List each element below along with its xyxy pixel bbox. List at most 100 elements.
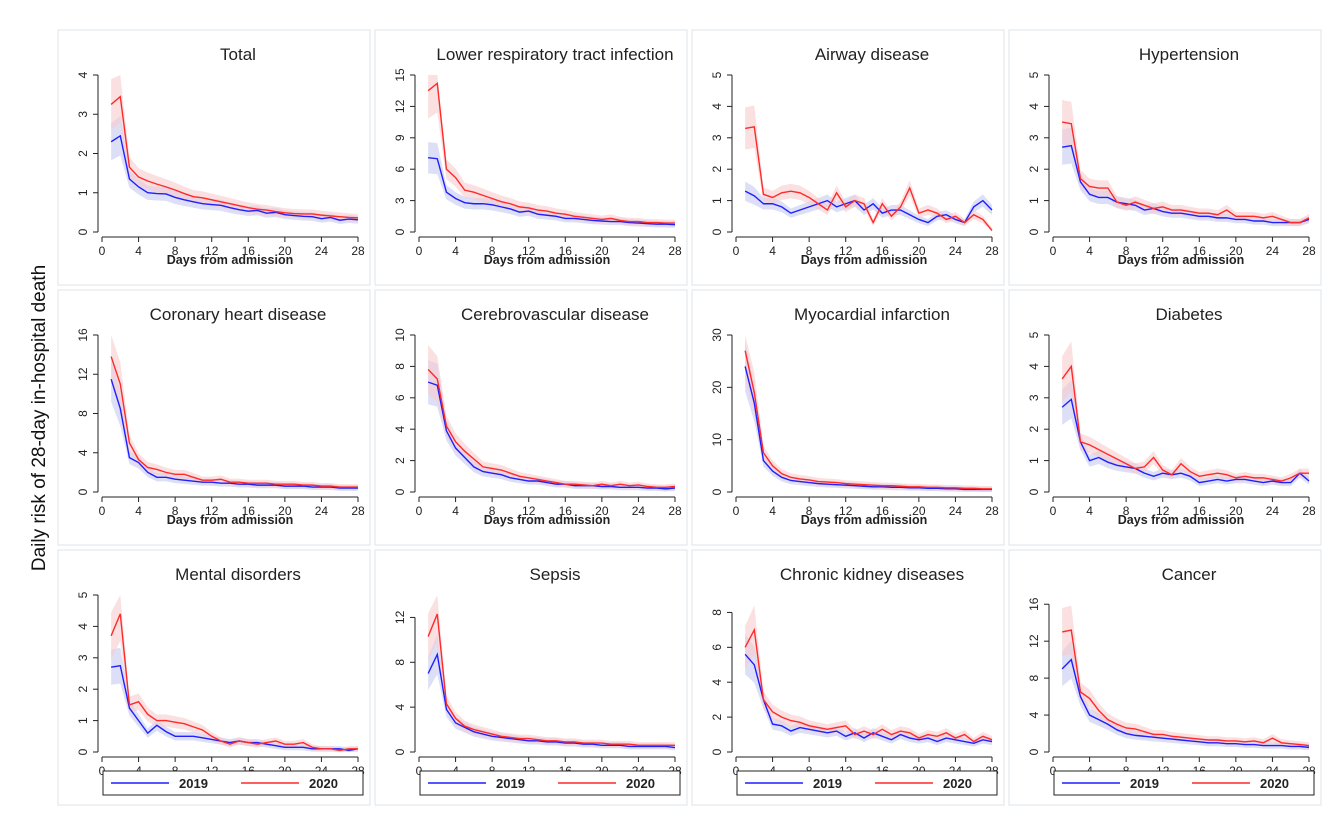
y-tick-label: 30 [710,328,724,342]
panel-frame [57,29,371,286]
y-tick-label: 4 [710,679,724,686]
y-tick-label: 0 [76,488,90,495]
y-tick-label: 8 [393,363,407,370]
y-tick-label: 10 [393,328,407,342]
y-tick-label: 9 [393,134,407,141]
panel-title: Cancer [1162,565,1217,584]
x-tick-label: 8 [489,244,496,258]
series-line-2019 [111,664,359,752]
x-tick-label: 0 [1050,504,1057,518]
legend-label-2020: 2020 [943,776,972,791]
x-tick-label: 16 [1193,244,1207,258]
x-tick-label: 0 [733,764,740,778]
y-tick-label: 0 [1027,488,1041,495]
panel-11: Chronic kidney diseases02468048121620242… [691,549,1005,806]
y-tick-label: 0 [76,228,90,235]
x-tick-label: 16 [559,504,573,518]
panel-frame [374,29,688,286]
y-tick-label: 0 [1027,748,1041,755]
series-line-2020 [744,627,993,743]
y-tick-label: 6 [710,644,724,651]
x-tick-label: 20 [595,244,609,258]
x-tick-label: 4 [769,244,776,258]
x-tick-label: 12 [205,504,219,518]
y-tick-label: 1 [76,717,90,724]
x-tick-label: 8 [806,244,813,258]
y-tick-label: 0 [393,488,407,495]
x-tick-label: 0 [1050,764,1057,778]
x-tick-label: 24 [315,244,329,258]
y-tick-label: 2 [76,686,90,693]
y-tick-label: 12 [393,99,407,113]
x-tick-label: 8 [172,504,179,518]
x-tick-label: 0 [1050,244,1057,258]
y-tick-label: 3 [1027,394,1041,401]
y-tick-label: 4 [1027,103,1041,110]
series-line-2020 [427,369,676,488]
y-tick-label: 0 [393,228,407,235]
x-axis-title: Days from admission [484,513,610,527]
legend: 2019 2020 [736,770,998,796]
y-tick-label: 12 [1027,634,1041,648]
x-axis-title: Days from admission [167,513,293,527]
series-line-2020 [110,613,358,752]
y-tick-label: 8 [393,659,407,666]
x-tick-label: 0 [733,504,740,518]
panel-2: Lower respiratory tract infection 0 3 6 9 12 1… [374,29,688,286]
x-tick-label: 8 [806,504,813,518]
y-tick-label: 0 [710,748,724,755]
panel-title: Chronic kidney diseases [780,565,964,584]
x-tick-label: 16 [876,504,890,518]
x-tick-label: 20 [278,244,292,258]
series-line-2019 [744,366,992,491]
x-tick-label: 28 [985,504,999,518]
panel-frame [691,29,1005,286]
x-axis-title: Days from admission [1118,253,1244,267]
x-tick-label: 28 [1302,244,1316,258]
x-tick-label: 12 [522,244,536,258]
x-tick-label: 20 [1229,244,1243,258]
y-tick-label: 6 [393,166,407,173]
x-tick-label: 4 [135,244,142,258]
legend-label-2019: 2019 [1130,776,1159,791]
confidence-band-2019 [745,181,992,227]
x-tick-label: 28 [668,244,682,258]
series-line-2019 [110,134,359,221]
panel-title: Cerebrovascular disease [461,305,649,324]
x-tick-label: 12 [522,504,536,518]
x-tick-label: 4 [452,504,459,518]
panel-title: Sepsis [529,565,580,584]
x-tick-label: 28 [985,244,999,258]
y-tick-label: 3 [1027,134,1041,141]
series-line-2020 [1061,364,1309,482]
series-line-2019 [744,653,993,745]
legend: 2019 2020 [1053,770,1315,796]
x-tick-label: 12 [1156,504,1170,518]
x-tick-label: 0 [99,504,106,518]
series-line-2020 [110,356,358,488]
panel-frame [374,549,688,806]
y-tick-label: 12 [76,367,90,381]
y-tick-label: 8 [76,410,90,417]
x-axis-title: Days from admission [484,253,610,267]
y-tick-label: 5 [1027,331,1041,338]
x-tick-label: 28 [351,504,365,518]
y-tick-label: 4 [76,449,90,456]
panel-12: Cancer04812160481216202428Days from admi… [1008,549,1322,806]
y-tick-label: 2 [1027,166,1041,173]
legend: 2019 2020 [102,770,364,796]
y-tick-label: 8 [710,609,724,616]
panel-frame [1008,29,1322,286]
x-tick-label: 16 [242,504,256,518]
panel-frame [1008,549,1322,806]
series-line-2020 [1062,629,1310,747]
series-line-2020 [427,82,675,224]
x-tick-label: 8 [172,244,179,258]
x-tick-label: 20 [278,504,292,518]
panel-title: Lower respiratory tract infection [436,45,673,64]
x-tick-label: 0 [416,764,423,778]
